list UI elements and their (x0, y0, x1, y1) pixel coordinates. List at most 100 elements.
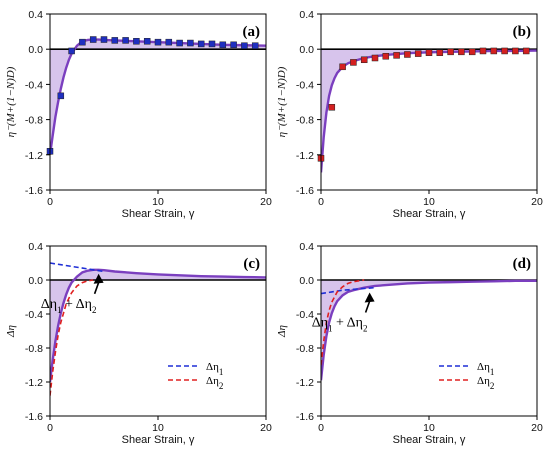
x-tick-label: 20 (531, 422, 543, 434)
area-fill (50, 269, 266, 382)
data-point (154, 38, 162, 46)
area-fill (321, 280, 537, 381)
dashed-curve-1 (321, 286, 376, 295)
y-tick-label: 0.0 (28, 44, 43, 56)
y-axis-label: η⁻(M+(1−N)D) (276, 66, 288, 137)
data-point (68, 47, 75, 55)
data-point (241, 42, 248, 49)
x-tick-label: 10 (152, 422, 164, 434)
annotation-label: Δη1 + Δη2 (312, 316, 368, 334)
data-point (111, 37, 119, 44)
data-point (176, 39, 183, 47)
data-point (79, 38, 86, 46)
panel-d: -1.6 -1.2 -0.8 -0.4 0.0 0.4 0 10 20 Shear Strain,… (276, 241, 543, 446)
legend-label: Δη1 (477, 361, 494, 377)
x-axis-label: Shear Strain, γ (393, 434, 466, 446)
y-tick-label: -0.4 (296, 309, 314, 321)
panel-label: (c) (243, 256, 260, 272)
x-tick-label: 0 (318, 422, 324, 434)
data-point (197, 40, 205, 48)
data-point (425, 49, 433, 56)
data-point (393, 52, 400, 59)
panel-label: (b) (513, 24, 531, 40)
annotation-arrow-head (364, 292, 375, 303)
model-curve (321, 49, 537, 173)
data-point (219, 41, 227, 49)
y-tick-label: -0.8 (296, 115, 314, 127)
y-tick-label: 0.0 (299, 275, 314, 287)
y-axis-label: η⁻(M+(1−N)D) (5, 66, 17, 137)
y-tick-label: 0.4 (299, 9, 314, 21)
data-point (339, 63, 346, 71)
model-curve (50, 38, 266, 155)
y-tick-label: -1.2 (296, 150, 314, 162)
panel-b: -1.6 -1.2 -0.8 -0.4 0.0 0.4 0 10 20 Shear Strain,… (276, 9, 543, 220)
data-point (89, 36, 97, 43)
plot-area (321, 279, 537, 381)
annotation-arrow-head (93, 273, 104, 284)
y-tick-label: -0.4 (25, 309, 43, 321)
legend-label: Δη2 (206, 375, 223, 391)
x-tick-label: 10 (423, 196, 435, 208)
y-tick-label: 0.4 (299, 241, 314, 253)
data-point (458, 48, 465, 56)
data-point (100, 36, 108, 43)
data-point (512, 47, 519, 55)
panel-a: -1.6 -1.2 -0.8 -0.4 0.0 0.4 0 10 20 Shear Strain,… (5, 9, 272, 220)
panel-label: (d) (513, 256, 531, 272)
model-curve (50, 268, 266, 383)
data-point (143, 38, 151, 45)
data-point (187, 39, 194, 47)
plot-area (50, 38, 266, 155)
data-point (382, 52, 390, 60)
data-point (328, 104, 336, 111)
y-tick-label: -1.2 (296, 377, 314, 389)
data-point (350, 59, 357, 66)
plot-area (50, 262, 266, 396)
data-point (414, 50, 422, 57)
y-axis-label: Δη (5, 325, 17, 338)
panel-c: -1.6 -1.2 -0.8 -0.4 0.0 0.4 0 10 20 Shear Strain,… (5, 241, 272, 446)
plot-area (321, 48, 537, 173)
y-tick-label: -1.6 (296, 185, 314, 197)
y-tick-label: -0.8 (296, 343, 314, 355)
data-point (57, 92, 65, 100)
data-point (436, 49, 444, 56)
x-axis-label: Shear Strain, γ (122, 434, 195, 446)
data-point (208, 40, 216, 48)
x-axis-label: Shear Strain, γ (122, 208, 195, 220)
data-point (122, 37, 129, 44)
data-point (447, 48, 454, 56)
data-point (501, 47, 508, 55)
x-tick-label: 20 (260, 422, 272, 434)
x-tick-label: 20 (531, 196, 543, 208)
data-point (468, 48, 476, 56)
y-tick-label: 0.0 (28, 275, 43, 287)
x-tick-label: 0 (47, 422, 53, 434)
y-tick-label: 0.4 (28, 9, 43, 21)
y-axis-label: Δη (276, 325, 288, 338)
dashed-curve-1 (50, 262, 105, 273)
data-point (490, 47, 498, 55)
y-tick-label: -0.8 (25, 343, 43, 355)
y-tick-label: 0.4 (28, 241, 43, 253)
data-point (404, 51, 411, 58)
data-point (230, 41, 237, 49)
x-tick-label: 10 (152, 196, 164, 208)
data-point (522, 47, 530, 55)
data-point (251, 42, 259, 49)
x-tick-label: 0 (47, 196, 53, 208)
legend-label: Δη1 (206, 361, 223, 377)
legend-label: Δη2 (477, 375, 494, 391)
y-tick-label: -1.2 (25, 150, 43, 162)
x-tick-label: 10 (423, 422, 435, 434)
plot-frame (320, 13, 538, 191)
y-tick-label: -1.2 (25, 377, 43, 389)
dashed-curve-2 (321, 279, 365, 366)
data-point (133, 38, 140, 45)
area-fill (321, 49, 537, 173)
y-tick-label: -1.6 (25, 411, 43, 423)
annotation-label: Δη1 + Δη2 (41, 297, 97, 315)
y-tick-label: -0.8 (25, 115, 43, 127)
